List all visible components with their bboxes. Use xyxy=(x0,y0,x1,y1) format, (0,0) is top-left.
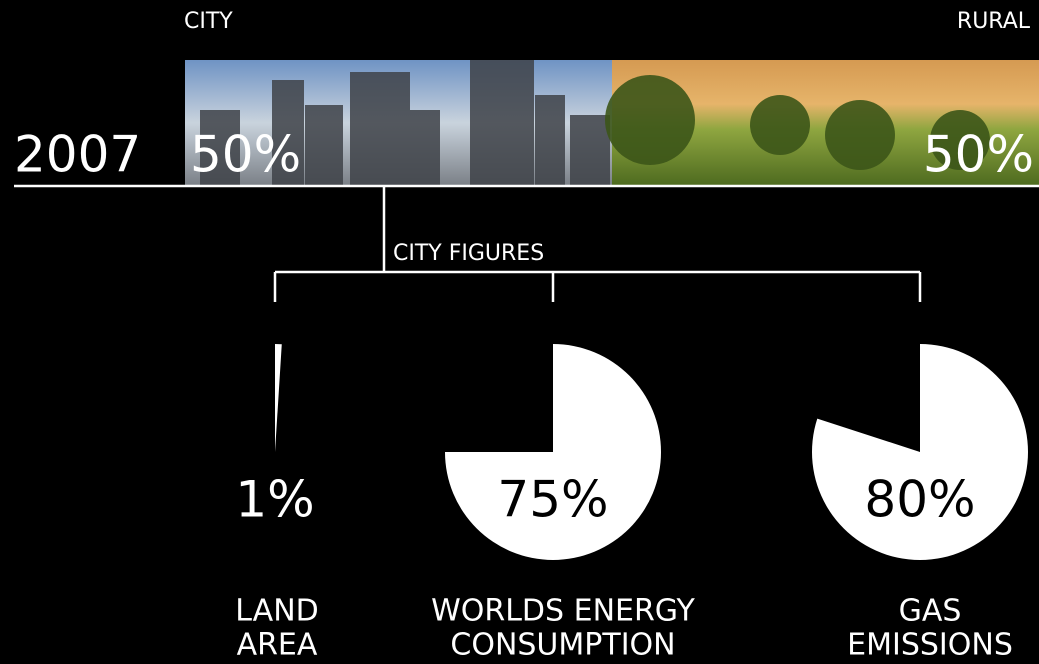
year: 2007 xyxy=(14,126,141,184)
rural-label: RURAL xyxy=(957,9,1031,34)
pie-label: LAND xyxy=(235,594,318,629)
pie-label: AREA xyxy=(237,628,318,663)
city-percent: 50% xyxy=(190,126,301,184)
pie-label: WORLDS ENERGY xyxy=(431,594,695,629)
building xyxy=(350,72,410,186)
pie-value: 80% xyxy=(864,471,975,529)
building xyxy=(305,105,343,186)
tree xyxy=(825,100,895,170)
pie-label: GAS xyxy=(899,594,962,629)
building xyxy=(410,110,440,186)
pie-label: EMISSIONS xyxy=(847,628,1013,663)
city-label: CITY xyxy=(184,9,233,34)
building xyxy=(535,95,565,186)
figures-title: CITY FIGURES xyxy=(393,241,544,266)
photos: 50% 50% xyxy=(185,60,1039,186)
pie-label: CONSUMPTION xyxy=(450,628,675,663)
pie-value: 75% xyxy=(497,471,608,529)
building xyxy=(470,60,534,186)
infographic: 50% 50% CITY RURAL 2007 CITY FIGURES 1% LA… xyxy=(0,0,1039,664)
tree xyxy=(750,95,810,155)
pie-value: 1% xyxy=(235,471,314,529)
building xyxy=(570,115,610,186)
rural-percent: 50% xyxy=(923,126,1034,184)
tree xyxy=(605,75,695,165)
pie-wedge xyxy=(275,344,282,452)
